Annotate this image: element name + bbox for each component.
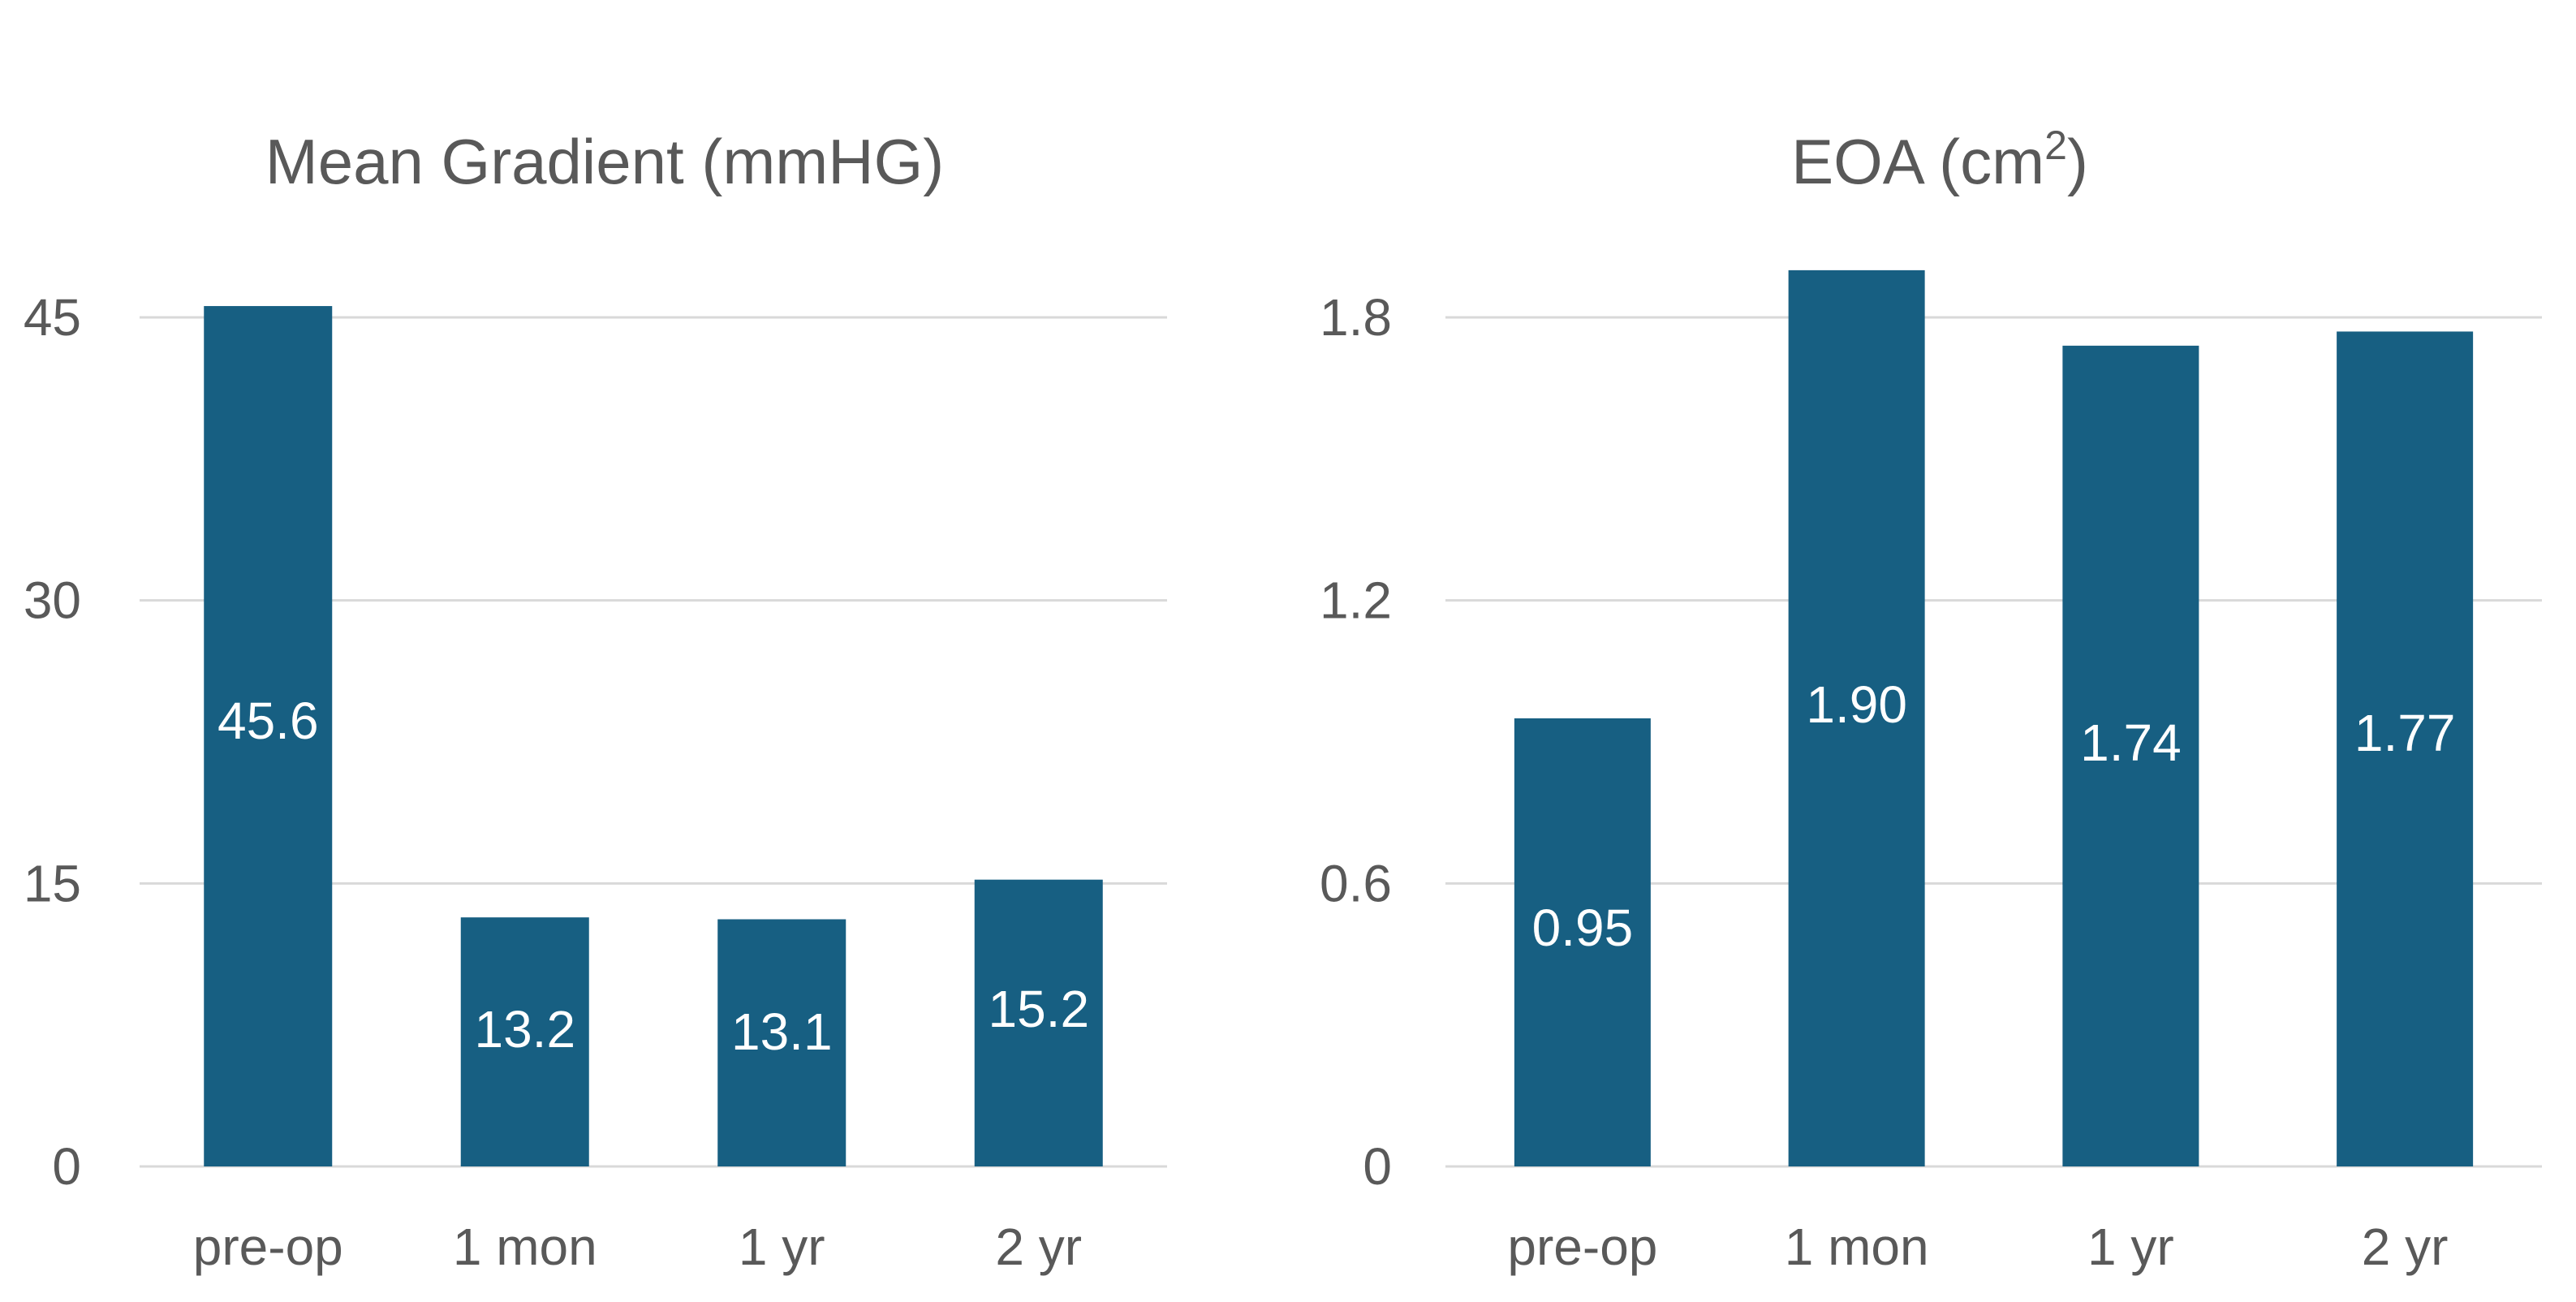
x-category-label: 1 yr (739, 1218, 825, 1276)
chart-title: Mean Gradient (mmHG) (265, 126, 945, 197)
x-category-label: 2 yr (995, 1218, 1082, 1276)
chart-panel-1: Mean Gradient (mmHG) 0 15 30 45 45.6 pre-op 13.… (24, 126, 1167, 1276)
data-label: 1.74 (2080, 714, 2182, 772)
bar (1514, 718, 1651, 1166)
x-category-label: 1 mon (1785, 1218, 1929, 1276)
bar (204, 306, 333, 1166)
y-tick-label: 30 (24, 571, 81, 630)
y-tick-label: 15 (24, 854, 81, 912)
data-label: 1.90 (1806, 675, 1907, 734)
bar (2062, 345, 2199, 1166)
bar (717, 919, 846, 1166)
data-label: 0.95 (1532, 899, 1634, 957)
x-category-label: 1 yr (2087, 1218, 2174, 1276)
y-tick-label: 0 (52, 1137, 81, 1196)
title-suffix: ) (2067, 126, 2088, 197)
data-label: 13.2 (474, 1000, 575, 1058)
y-tick-label: 1.2 (1320, 571, 1392, 630)
bar (460, 917, 589, 1166)
data-label: 15.2 (988, 980, 1089, 1038)
x-category-label: 1 mon (453, 1218, 597, 1276)
y-tick-label: 0 (1363, 1137, 1392, 1196)
bar (1788, 269, 1925, 1166)
data-label: 13.1 (731, 1002, 833, 1061)
data-label: 45.6 (218, 692, 319, 750)
chart-panel-2: EOA (cm2) 0 0.6 1.2 1.8 0.95 pre-op 1.90 1 mon 1.… (1320, 123, 2542, 1276)
y-tick-label: 45 (24, 288, 81, 347)
bar (974, 879, 1103, 1166)
x-category-label: pre-op (193, 1218, 343, 1276)
x-category-label: 2 yr (2362, 1218, 2449, 1276)
y-tick-label: 0.6 (1320, 854, 1392, 912)
bar (2337, 331, 2474, 1166)
title-superscript: 2 (2044, 123, 2067, 168)
y-tick-label: 1.8 (1320, 288, 1392, 347)
x-category-label: pre-op (1507, 1218, 1657, 1276)
data-label: 1.77 (2354, 704, 2456, 762)
chart-title: EOA (cm2) (1791, 123, 2088, 197)
